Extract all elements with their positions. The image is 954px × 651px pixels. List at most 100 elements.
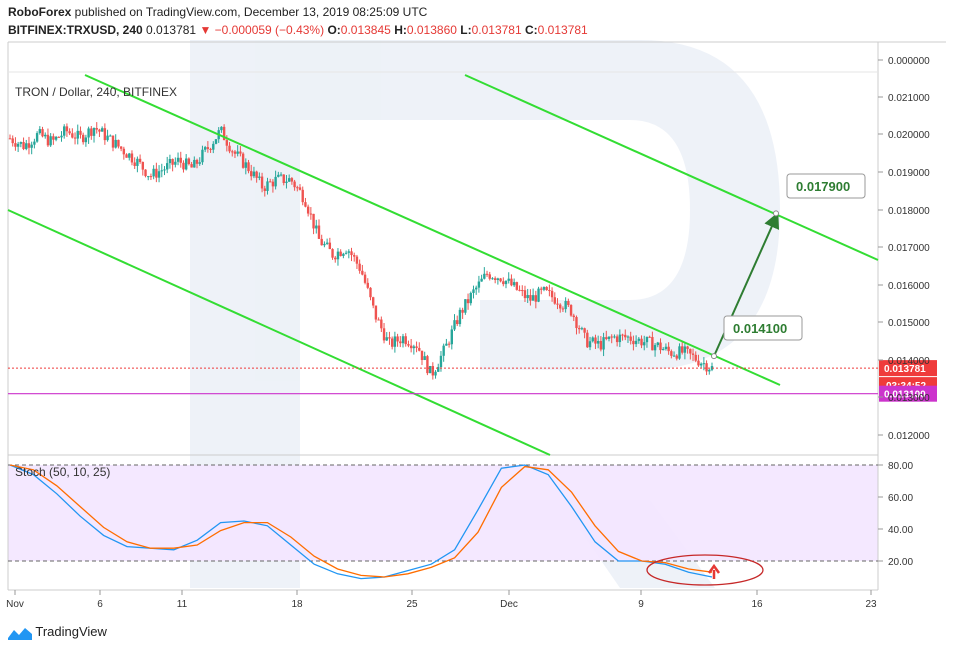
candle-body: [136, 158, 139, 166]
candle-body: [71, 133, 74, 138]
candle-body: [87, 128, 90, 138]
candle-body: [8, 138, 12, 140]
candle-body: [697, 360, 700, 366]
stoch-tick-label: 80.00: [888, 461, 913, 472]
candle-body: [304, 202, 307, 207]
candle-body: [125, 154, 128, 158]
candle-body: [540, 288, 543, 290]
candle-body: [461, 309, 464, 313]
candle-body: [428, 366, 432, 374]
channel-line-upper[interactable]: [84, 74, 781, 386]
candle-body: [342, 253, 345, 256]
candle-body: [664, 346, 668, 349]
candle-body: [605, 337, 608, 340]
candle-body: [366, 282, 369, 288]
time-tick-label: 11: [177, 599, 188, 610]
candle-body: [171, 158, 174, 165]
price-tick-label: 0.019000: [888, 168, 930, 179]
candle-body: [130, 153, 134, 163]
candle-body: [111, 135, 115, 148]
candle-body: [163, 169, 166, 171]
candle-body: [65, 126, 69, 132]
l-label: L:: [460, 23, 472, 37]
candle-body: [233, 151, 237, 154]
candle-body: [496, 278, 500, 280]
candle-body: [409, 345, 413, 349]
candle-body: [629, 336, 632, 341]
candle-body: [119, 146, 123, 149]
price-tick-label: 0.016000: [888, 281, 930, 292]
candle-body: [442, 345, 445, 356]
candle-body: [407, 344, 410, 346]
candle-body: [52, 136, 55, 140]
price-tick-label: 0.015000: [888, 318, 930, 329]
candle-body: [212, 143, 215, 150]
annotation-box-lower[interactable]: [723, 315, 803, 341]
tradingview-logo-icon: [8, 627, 32, 640]
candle-body: [157, 171, 161, 178]
candle-body: [271, 181, 275, 187]
candle-body: [404, 336, 407, 345]
price-levels: 0.01378103:34:520.013100: [8, 360, 937, 402]
candle-body: [147, 176, 150, 178]
candle-body: [572, 315, 575, 318]
candle-body: [266, 181, 269, 191]
candle-body: [54, 136, 58, 140]
tradingview-brand[interactable]: TradingView: [8, 624, 107, 640]
candle-body: [201, 149, 204, 163]
candle-body: [14, 143, 17, 147]
price-tick-label: 0.017000: [888, 243, 930, 254]
highlight-ellipse[interactable]: [646, 554, 764, 586]
candle-body: [504, 280, 508, 285]
candle-body: [250, 171, 253, 177]
candle-body: [643, 342, 646, 346]
candle-body: [38, 129, 42, 134]
publisher-name: RoboForex: [8, 5, 72, 19]
candle-body: [456, 320, 459, 325]
candle-body: [393, 336, 397, 347]
channel-line-target[interactable]: [464, 74, 879, 261]
time-tick-label: 18: [291, 599, 303, 610]
candle-body: [458, 309, 462, 325]
candle-body: [287, 178, 291, 182]
candle-body: [586, 332, 589, 348]
candle-body: [694, 354, 697, 361]
candle-body: [518, 289, 521, 291]
anchor-point[interactable]: [711, 353, 717, 360]
candle-body: [602, 337, 605, 350]
candle-body: [537, 288, 540, 302]
candle-body: [73, 137, 77, 139]
candle-body: [260, 176, 264, 189]
candle-body: [274, 176, 277, 187]
candle-body: [515, 282, 519, 290]
candle-body: [206, 147, 210, 149]
candle-body: [68, 131, 71, 134]
o-label: O:: [327, 23, 341, 37]
candle-body: [382, 328, 386, 341]
stoch-series-k: [9, 464, 713, 580]
stoch-tick-label: 60.00: [888, 493, 913, 504]
h-label: H:: [394, 23, 407, 37]
candle-body: [542, 287, 546, 290]
candle-body: [174, 161, 177, 165]
channel-line-lower[interactable]: [7, 209, 551, 456]
anchor-point[interactable]: [773, 210, 779, 217]
candle-body: [236, 151, 239, 154]
candle-body: [423, 356, 426, 361]
candle-body: [228, 145, 231, 152]
candle-body: [350, 251, 353, 256]
candle-body: [90, 128, 93, 136]
annotation-label-lower: 0.014100: [733, 321, 787, 336]
annotation-box-upper[interactable]: [786, 173, 866, 199]
time-tick-label: 9: [638, 599, 644, 610]
candle-body: [263, 188, 266, 191]
candle-body: [702, 363, 706, 365]
candle-body: [618, 334, 622, 343]
publish-line: RoboForex published on TradingView.com, …: [8, 5, 427, 19]
time-tick-label: Nov: [6, 599, 24, 610]
candle-body: [699, 363, 703, 366]
candle-body: [559, 304, 562, 309]
candle-body: [599, 340, 603, 350]
brand-label: TradingView: [35, 624, 107, 639]
